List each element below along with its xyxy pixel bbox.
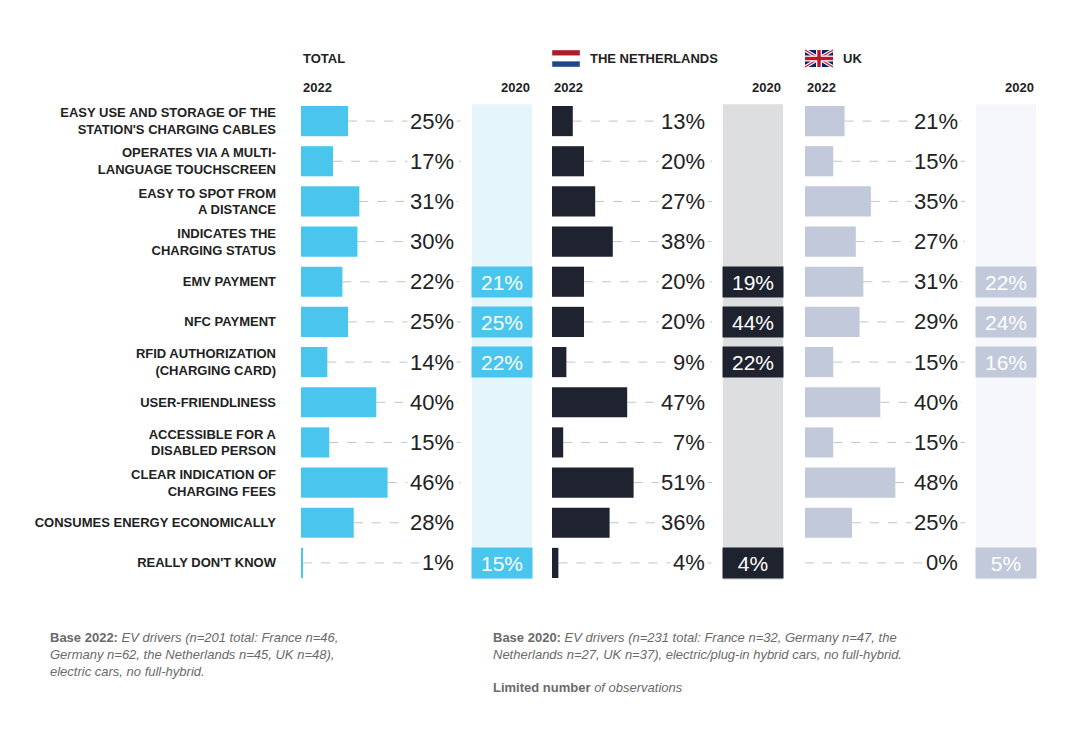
- svg-text:OPERATES VIA A MULTI-LANGUAGE: OPERATES VIA A MULTI-LANGUAGE TOUCHSCREE…: [98, 145, 276, 177]
- svg-text:30%: 30%: [410, 229, 454, 254]
- svg-text:4%: 4%: [738, 552, 768, 575]
- svg-text:15%: 15%: [914, 430, 958, 455]
- svg-text:22%: 22%: [481, 351, 523, 374]
- svg-text:2022: 2022: [554, 80, 583, 95]
- svg-text:Base 2022: EV drivers (n=201 t: Base 2022: EV drivers (n=201 total: Fran…: [50, 630, 338, 679]
- svg-text:7%: 7%: [673, 430, 705, 455]
- svg-text:Limited number of observations: Limited number of observations: [493, 680, 683, 695]
- svg-text:15%: 15%: [914, 149, 958, 174]
- svg-text:21%: 21%: [914, 109, 958, 134]
- svg-text:25%: 25%: [410, 309, 454, 334]
- svg-text:36%: 36%: [661, 510, 705, 535]
- svg-text:15%: 15%: [914, 350, 958, 375]
- svg-text:4%: 4%: [673, 550, 705, 575]
- svg-text:13%: 13%: [661, 109, 705, 134]
- svg-text:14%: 14%: [410, 350, 454, 375]
- svg-text:UK: UK: [843, 51, 862, 66]
- svg-text:47%: 47%: [661, 390, 705, 415]
- svg-text:40%: 40%: [914, 390, 958, 415]
- svg-text:27%: 27%: [914, 229, 958, 254]
- svg-text:20%: 20%: [661, 269, 705, 294]
- svg-text:44%: 44%: [732, 311, 774, 334]
- svg-text:2020: 2020: [1005, 80, 1034, 95]
- svg-text:1%: 1%: [422, 550, 454, 575]
- svg-text:ACCESSIBLE FOR ADISABLED PERSO: ACCESSIBLE FOR ADISABLED PERSON: [149, 427, 277, 459]
- svg-text:38%: 38%: [661, 229, 705, 254]
- svg-text:9%: 9%: [673, 350, 705, 375]
- svg-text:24%: 24%: [985, 311, 1027, 334]
- svg-text:RFID AUTHORIZATION(CHARGING CA: RFID AUTHORIZATION(CHARGING CARD): [136, 346, 276, 378]
- svg-text:19%: 19%: [732, 271, 774, 294]
- svg-text:0%: 0%: [926, 550, 958, 575]
- svg-text:2020: 2020: [501, 80, 530, 95]
- svg-text:28%: 28%: [410, 510, 454, 535]
- svg-text:48%: 48%: [914, 470, 958, 495]
- svg-text:27%: 27%: [661, 189, 705, 214]
- svg-text:REALLY DON'T KNOW: REALLY DON'T KNOW: [137, 555, 277, 570]
- svg-text:22%: 22%: [985, 271, 1027, 294]
- svg-text:TOTAL: TOTAL: [303, 51, 345, 66]
- svg-text:EASY TO SPOT FROMA DISTANCE: EASY TO SPOT FROMA DISTANCE: [139, 186, 277, 218]
- svg-text:25%: 25%: [914, 510, 958, 535]
- svg-text:NFC PAYMENT: NFC PAYMENT: [184, 314, 276, 329]
- svg-text:31%: 31%: [410, 189, 454, 214]
- svg-text:16%: 16%: [985, 351, 1027, 374]
- svg-text:CLEAR INDICATION OFCHARGING FE: CLEAR INDICATION OFCHARGING FEES: [131, 467, 276, 499]
- svg-text:17%: 17%: [410, 149, 454, 174]
- svg-text:2020: 2020: [752, 80, 781, 95]
- svg-text:CONSUMES ENERGY ECONOMICALLY: CONSUMES ENERGY ECONOMICALLY: [35, 515, 277, 530]
- svg-text:15%: 15%: [481, 552, 523, 575]
- svg-text:USER-FRIENDLINESS: USER-FRIENDLINESS: [140, 395, 276, 410]
- svg-text:EMV PAYMENT: EMV PAYMENT: [183, 274, 276, 289]
- svg-text:5%: 5%: [991, 552, 1021, 575]
- svg-text:46%: 46%: [410, 470, 454, 495]
- svg-text:22%: 22%: [410, 269, 454, 294]
- svg-text:20%: 20%: [661, 309, 705, 334]
- svg-text:22%: 22%: [732, 351, 774, 374]
- svg-text:20%: 20%: [661, 149, 705, 174]
- svg-text:THE NETHERLANDS: THE NETHERLANDS: [590, 51, 718, 66]
- svg-text:Base 2020: EV drivers (n=231 t: Base 2020: EV drivers (n=231 total: Fran…: [493, 630, 902, 662]
- svg-text:15%: 15%: [410, 430, 454, 455]
- svg-text:31%: 31%: [914, 269, 958, 294]
- svg-text:2022: 2022: [303, 80, 332, 95]
- svg-text:29%: 29%: [914, 309, 958, 334]
- svg-text:40%: 40%: [410, 390, 454, 415]
- svg-text:51%: 51%: [661, 470, 705, 495]
- svg-text:35%: 35%: [914, 189, 958, 214]
- svg-text:2022: 2022: [807, 80, 836, 95]
- svg-text:21%: 21%: [481, 271, 523, 294]
- svg-text:25%: 25%: [481, 311, 523, 334]
- svg-text:25%: 25%: [410, 109, 454, 134]
- svg-text:INDICATES THECHARGING STATUS: INDICATES THECHARGING STATUS: [152, 226, 277, 258]
- svg-text:EASY USE AND STORAGE OF THESTA: EASY USE AND STORAGE OF THESTATION'S CHA…: [60, 105, 276, 137]
